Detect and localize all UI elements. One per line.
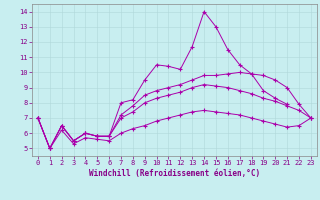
X-axis label: Windchill (Refroidissement éolien,°C): Windchill (Refroidissement éolien,°C) xyxy=(89,169,260,178)
